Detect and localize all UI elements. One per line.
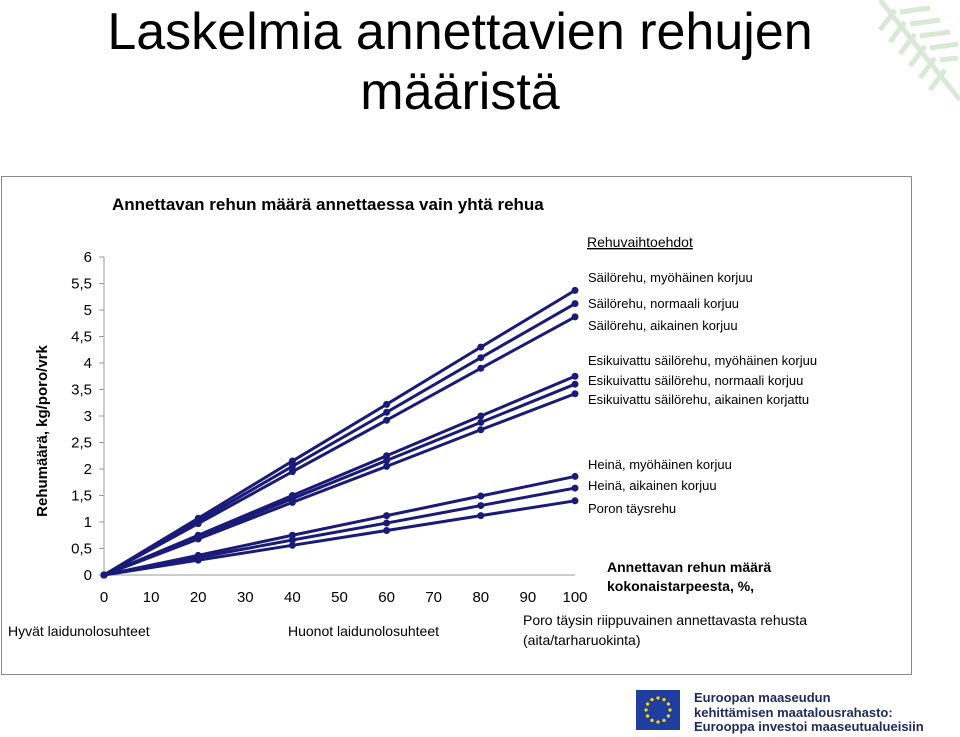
data-point <box>477 426 485 434</box>
x-tick-label: 40 <box>284 589 301 606</box>
data-point <box>477 354 485 362</box>
y-tick-label: 0 <box>84 567 92 584</box>
eu-fund-line1: Euroopan maaseudun <box>694 690 831 705</box>
series-line <box>103 499 576 577</box>
data-point <box>383 526 391 534</box>
data-point <box>288 498 296 506</box>
data-point <box>571 497 579 505</box>
x-tick-label: 80 <box>472 589 489 606</box>
x-tick-label: 10 <box>143 589 160 606</box>
data-point <box>477 343 485 351</box>
y-tick-label: 3 <box>84 408 92 425</box>
data-point <box>288 541 296 549</box>
data-point <box>288 462 296 470</box>
legend-item: Heinä, myöhäinen korjuu <box>588 457 732 472</box>
data-point <box>477 512 485 520</box>
data-point <box>194 520 202 528</box>
x-tick-label: 90 <box>520 589 537 606</box>
slide-title: Laskelmia annettavien rehujen määristä <box>0 2 920 122</box>
series-line <box>103 315 576 577</box>
slide-title-line1: Laskelmia annettavien rehujen <box>107 3 813 61</box>
x-tick-label: 70 <box>425 589 442 606</box>
data-point <box>477 412 485 420</box>
data-point <box>571 286 579 294</box>
annotation-good-pasture: Hyvät laidunolosuhteet <box>8 623 150 639</box>
data-point <box>288 457 296 465</box>
data-point <box>383 416 391 424</box>
x-tick-label: 20 <box>190 589 207 606</box>
legend-item: Säilörehu, aikainen korjuu <box>588 318 738 333</box>
fern-decoration <box>878 0 960 102</box>
y-tick-label: 6 <box>84 249 92 266</box>
legend-item: Esikuivattu säilörehu, normaali korjuu <box>588 373 803 388</box>
series-line <box>103 486 576 577</box>
legend-item: Säilörehu, normaali korjuu <box>588 296 739 311</box>
legend-item: Poron täysrehu <box>588 501 676 516</box>
legend-item: Heinä, aikainen korjuu <box>588 478 717 493</box>
data-point <box>477 418 485 426</box>
data-point <box>571 372 579 380</box>
data-point <box>571 313 579 321</box>
y-tick-label: 2 <box>84 461 92 478</box>
eu-fund-line2: kehittämisen maatalousrahasto: <box>694 704 893 720</box>
y-tick-label: 0,5 <box>71 541 92 558</box>
y-tick-label: 2,5 <box>71 435 92 452</box>
x-tick-label: 60 <box>378 589 395 606</box>
x-tick-label: 50 <box>331 589 348 606</box>
y-tick-label: 4,5 <box>71 329 92 346</box>
eu-fund-line3: Eurooppa investoi maaseutualueisiin <box>694 719 924 734</box>
data-point <box>571 390 579 398</box>
data-point <box>288 536 296 544</box>
data-point <box>383 512 391 520</box>
annotation-dependent-line2: (aita/tarharuokinta) <box>523 632 641 648</box>
legend-item: Esikuivattu säilörehu, myöhäinen korjuu <box>588 353 817 368</box>
y-tick-label: 5 <box>84 302 92 319</box>
data-point <box>100 571 108 579</box>
slide-title-line2: määristä <box>360 63 560 121</box>
data-point <box>571 484 579 492</box>
data-point <box>571 380 579 388</box>
eu-flag-icon <box>636 690 680 730</box>
legend-item: Esikuivattu säilörehu, aikainen korjattu <box>588 392 809 407</box>
y-tick-label: 3,5 <box>71 382 92 399</box>
data-point <box>477 492 485 500</box>
x-tick-label: 0 <box>100 589 108 606</box>
y-tick-label: 1,5 <box>71 488 92 505</box>
data-point <box>477 364 485 372</box>
chart-title: Annettavan rehun määrä annettaessa vain … <box>112 195 544 214</box>
series-line <box>103 302 576 577</box>
x-tick-label: 100 <box>562 589 587 606</box>
y-tick-label: 4 <box>84 355 92 372</box>
y-tick-label: 1 <box>84 514 92 531</box>
series-line <box>103 382 576 577</box>
annotation-dependent-line1: Poro täysin riippuvainen annettavasta re… <box>523 612 807 628</box>
x-axis-label-line1: Annettavan rehun määrä <box>607 559 771 575</box>
series-line <box>103 474 576 577</box>
x-axis-label-line2: kokonaistarpeesta, %, <box>607 578 754 594</box>
legend-title: Rehuvaihtoehdot <box>587 234 693 250</box>
data-point <box>194 556 202 564</box>
series-line <box>103 289 576 577</box>
data-point <box>383 462 391 470</box>
data-point <box>383 408 391 416</box>
data-point <box>383 400 391 408</box>
series-line <box>103 392 576 577</box>
data-point <box>383 457 391 465</box>
eu-fund-text: Euroopan maaseudun kehittämisen maatalou… <box>694 690 924 735</box>
legend-item: Säilörehu, myöhäinen korjuu <box>588 270 753 285</box>
y-axis-label: Rehumäärä, kg/poro/vrk <box>34 344 51 516</box>
data-point <box>288 468 296 476</box>
data-point <box>194 535 202 543</box>
y-tick-label: 5,5 <box>71 276 92 293</box>
data-point <box>383 519 391 527</box>
data-point <box>571 472 579 480</box>
annotation-poor-pasture: Huonot laidunolosuhteet <box>288 623 439 639</box>
x-tick-label: 30 <box>237 589 254 606</box>
data-point <box>571 300 579 308</box>
data-point <box>477 502 485 510</box>
